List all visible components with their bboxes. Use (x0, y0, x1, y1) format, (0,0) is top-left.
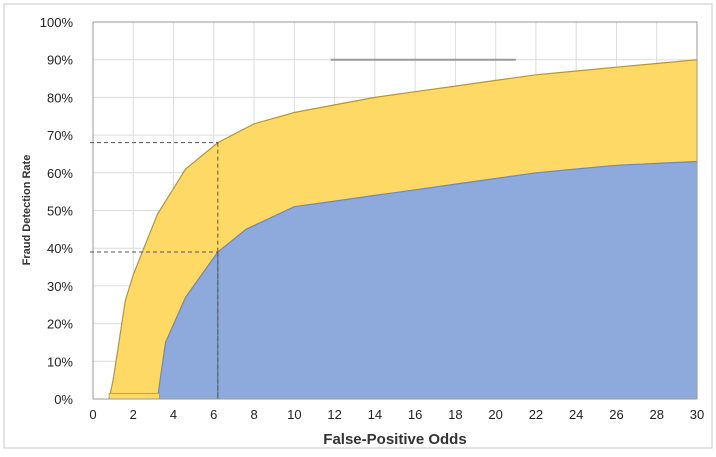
x-tick-label-9: 18 (448, 407, 462, 422)
x-tick-label-14: 28 (649, 407, 663, 422)
y-tick-label-9: 90% (47, 53, 73, 68)
x-tick-label-0: 0 (89, 407, 96, 422)
x-tick-label-7: 14 (368, 407, 382, 422)
x-tick-label-8: 16 (408, 407, 422, 422)
area-outline-0 (108, 59, 698, 400)
y-axis-ticks: 0% 10% 20% 30% 40% 50% 60% 70% 80% 90% 100% (40, 15, 74, 407)
y-tick-label-8: 80% (47, 90, 73, 105)
x-tick-label-1: 2 (130, 407, 137, 422)
plot-border (92, 21, 698, 400)
x-tick-label-4: 8 (250, 407, 257, 422)
y-tick-label-1: 10% (47, 354, 73, 369)
y-tick-label-3: 30% (47, 279, 73, 294)
x-tick-label-2: 4 (170, 407, 177, 422)
y-tick-label-2: 20% (47, 317, 73, 332)
data-areas (92, 21, 698, 400)
x-axis-ticks: 0 2 4 6 8 10 12 14 16 18 20 22 24 26 28 30 (89, 407, 704, 422)
reference-lines (90, 58, 516, 399)
x-tick-label-11: 22 (529, 407, 543, 422)
x-tick-label-3: 6 (210, 407, 217, 422)
y-tick-label-6: 60% (47, 166, 73, 181)
y-tick-label-0: 0% (54, 392, 73, 407)
y-tick-label-5: 50% (47, 204, 73, 219)
x-axis-label: False-Positive Odds (323, 431, 466, 448)
x-tick-label-12: 24 (569, 407, 583, 422)
y-tick-label-4: 40% (47, 241, 73, 256)
y-tick-label-10: 100% (40, 15, 74, 30)
y-axis-label: Fraud Detection Rate (21, 155, 33, 266)
area-series-1 (157, 161, 697, 399)
x-tick-label-10: 20 (488, 407, 502, 422)
x-tick-label-6: 12 (327, 407, 341, 422)
baseline-strip (108, 392, 160, 400)
area-outline-1 (156, 160, 698, 400)
x-tick-label-5: 10 (287, 407, 301, 422)
y-tick-label-7: 70% (47, 128, 73, 143)
x-tick-label-13: 26 (609, 407, 623, 422)
x-tick-label-15: 30 (690, 407, 704, 422)
